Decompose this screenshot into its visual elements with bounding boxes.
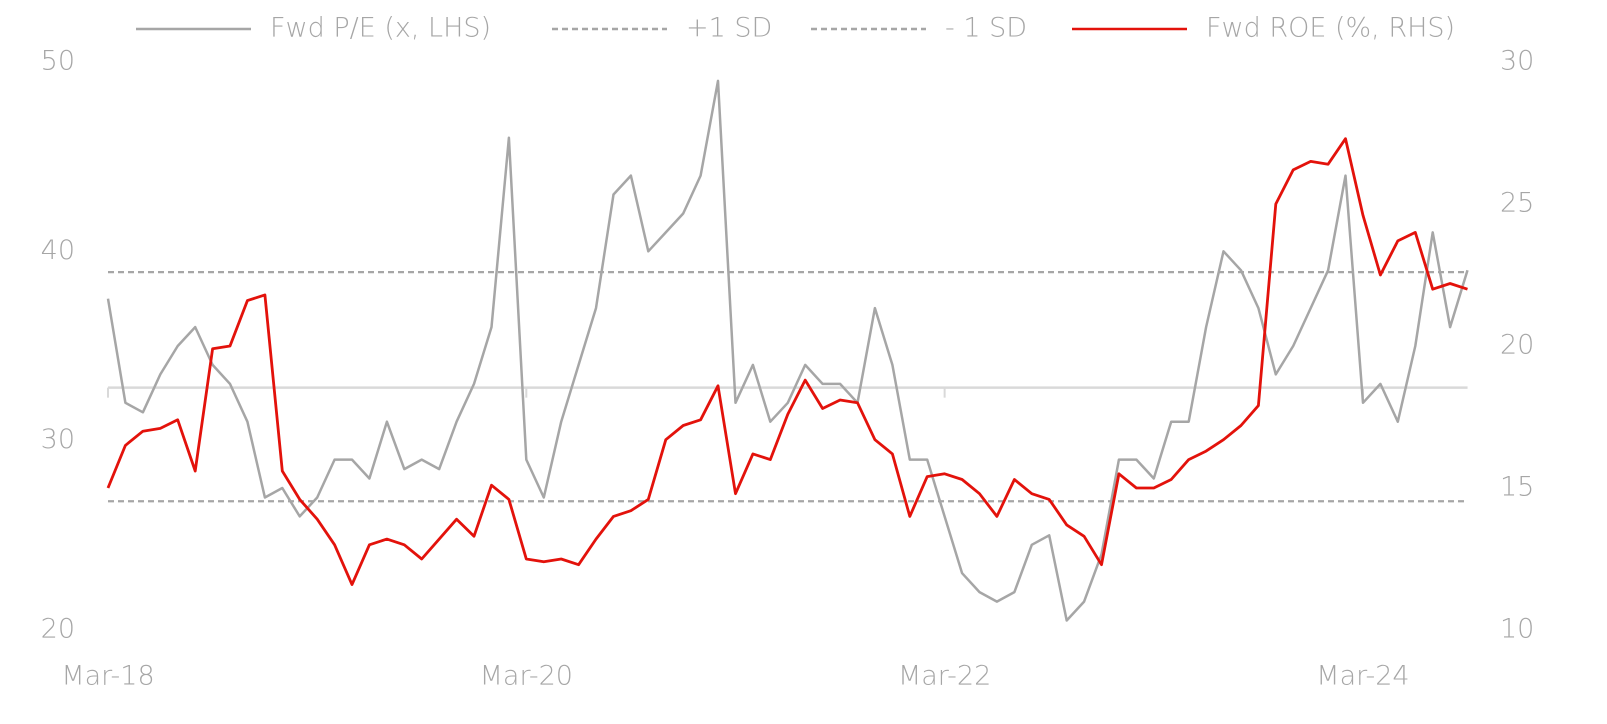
- legend-label: - 1 SD: [945, 13, 1027, 44]
- y2-tick-label: 20: [1500, 330, 1534, 361]
- x-tick-label: Mar-20: [480, 661, 573, 692]
- y-tick-label: 20: [41, 614, 75, 645]
- legend-label: Fwd ROE (%, RHS): [1206, 13, 1455, 44]
- legend-label: +1 SD: [686, 13, 772, 44]
- y2-tick-label: 15: [1500, 472, 1534, 503]
- legend-label: Fwd P/E (x, LHS): [270, 13, 491, 44]
- y2-tick-label: 30: [1500, 46, 1534, 77]
- series-line: [106, 79, 1469, 622]
- x-tick-label: Mar-18: [61, 661, 154, 692]
- y-tick-label: 30: [41, 424, 75, 455]
- y-tick-label: 50: [41, 46, 75, 77]
- series-line: [106, 137, 1468, 586]
- y2-tick-label: 10: [1500, 614, 1534, 645]
- x-tick-label: Mar-22: [898, 661, 991, 692]
- x-tick-label: Mar-24: [1316, 661, 1409, 692]
- y2-tick-label: 25: [1500, 188, 1534, 219]
- y-tick-label: 40: [41, 235, 75, 266]
